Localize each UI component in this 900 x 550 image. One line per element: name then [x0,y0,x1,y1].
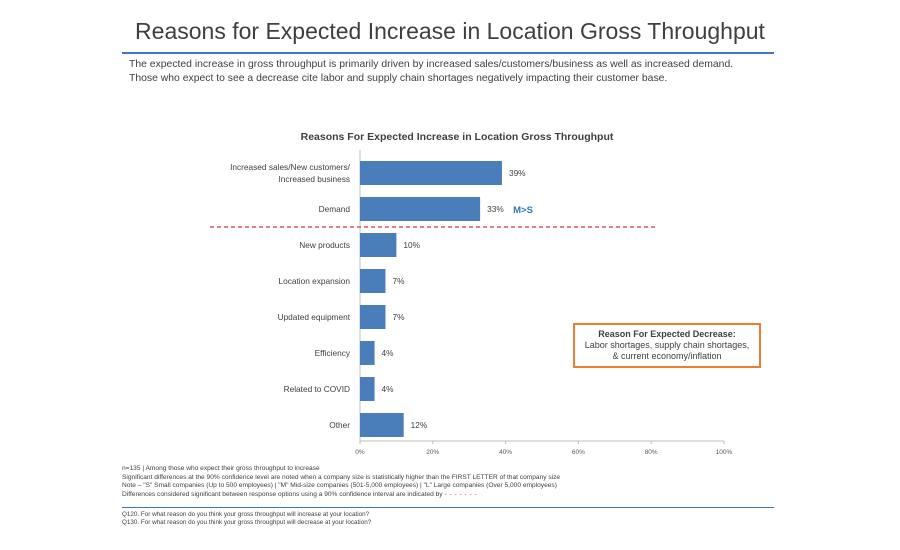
survey-questions: Q120. For what reason do you think your … [122,511,782,528]
category-label: Demand [319,204,351,214]
bar [360,197,481,221]
category-label: Increased sales/New customers/ [230,162,351,172]
bar [360,161,502,185]
data-label: 7% [392,276,405,286]
significance-annotation: M>S [513,205,533,216]
data-label: 7% [392,312,405,322]
callout-line-2: & current economy/inflation [612,351,722,361]
x-tick-label: 100% [716,449,733,456]
category-label: Related to COVID [284,384,350,394]
bar [360,305,386,329]
data-label: 4% [382,348,395,358]
footnote-company-sizes: Note – "S" Small companies (Up to 500 em… [122,482,557,490]
page-title: Reasons for Expected Increase in Locatio… [135,18,765,44]
bar [360,341,375,365]
subtitle-line-2: Those who expect to see a decrease cite … [129,73,668,84]
x-tick-label: 20% [426,449,439,456]
data-label: 33% [487,204,504,214]
bar [360,413,404,437]
data-label: 10% [403,240,420,250]
footnote-confidence-text: Differences considered significant betwe… [122,490,443,498]
footnote-sample: n=135 | Among those who expect their gro… [122,465,320,472]
x-tick-label: 60% [572,449,585,456]
question-q120: Q120. For what reason do you think your … [122,511,370,518]
page-subtitle: The expected increase in gross throughpu… [129,58,779,86]
bar [360,233,397,257]
footnote-confidence: Differences considered significant betwe… [122,491,782,500]
subtitle-line-1: The expected increase in gross throughpu… [129,59,734,70]
question-q130: Q130. For what reason do you think your … [122,519,372,527]
category-label: Updated equipment [278,312,351,322]
title-rule [122,52,774,54]
bar [360,269,386,293]
category-label: Location expansion [279,276,351,286]
x-tick-label: 40% [499,449,512,456]
x-tick-label: 0% [355,449,365,456]
chart-title: Reasons For Expected Increase in Locatio… [301,131,614,143]
data-label: 12% [411,420,428,430]
category-label: Efficiency [315,348,351,358]
category-label: Increased business [279,174,351,184]
significance-marker: - - - - - - - [444,490,478,498]
x-tick-label: 80% [645,449,658,456]
data-label: 4% [382,384,395,394]
footnotes: n=135 | Among those who expect their gro… [122,465,782,499]
category-label: Other [329,420,350,430]
category-label: New products [299,240,350,250]
data-label: 39% [509,168,526,178]
footnote-significance: Significant differences at the 90% confi… [122,473,561,481]
bar [360,377,375,401]
decrease-reason-callout: Reason For Expected Decrease: Labor shor… [573,323,761,368]
callout-title: Reason For Expected Decrease: [598,329,736,339]
callout-line-1: Labor shortages, supply chain shortages, [584,340,750,350]
footer-rule [122,507,774,508]
